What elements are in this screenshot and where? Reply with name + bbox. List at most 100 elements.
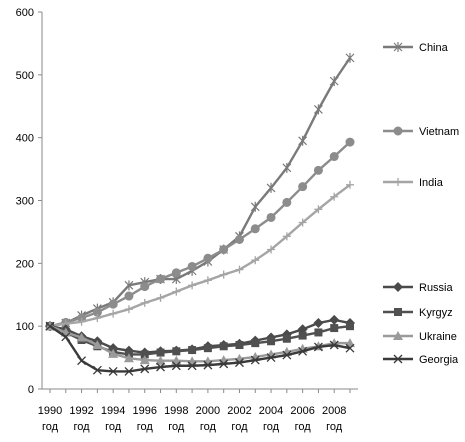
x-tick-label: 1990 [38,405,62,417]
data-point-ukraine [139,355,150,365]
data-point-vietnam [140,282,150,292]
data-point-georgia [313,342,323,352]
series-line-india [49,183,351,328]
data-point-kyrgyz [203,344,212,353]
x-tick-suffix: год [137,421,154,433]
y-tick-label: 500 [16,70,34,82]
data-point-kyrgyz [346,322,354,331]
x-tick-suffix: год [200,421,217,433]
data-point-vietnam [156,274,166,284]
data-point-ukraine [76,332,87,342]
data-point-georgia [45,321,55,331]
x-tick-label: 1996 [132,405,156,417]
y-tick-label: 400 [16,133,34,145]
x-tick-label: 2000 [196,405,220,417]
data-point-georgia [77,356,87,366]
data-point-vietnam [219,245,229,255]
data-point-india [77,317,86,326]
data-point-kyrgyz [330,324,339,333]
x-tick-suffix: год [42,421,59,433]
data-point-china [266,182,276,193]
data-point-georgia [140,364,150,374]
series-line-georgia [49,325,351,373]
legend-marker-kyrgyz [394,308,402,316]
legend-label-india: India [419,177,444,189]
data-point-georgia [282,350,292,360]
data-point-china [313,104,323,115]
data-point-india [282,232,291,241]
x-tick-label: 2004 [259,405,283,417]
legend-marker-russia [393,282,403,292]
data-point-china [298,135,308,146]
data-point-georgia [219,359,229,369]
legend-marker-china [393,42,403,52]
y-tick-label: 600 [16,7,34,19]
x-tick-label: 2006 [290,405,314,417]
legend-label-china: China [419,42,449,54]
data-point-india [267,245,276,254]
x-tick-suffix: год [168,421,185,433]
data-point-india [330,192,339,201]
data-point-georgia [108,366,118,376]
data-point-georgia [235,358,244,368]
x-tick-suffix: год [295,421,312,433]
data-point-georgia [266,353,276,363]
y-tick-label: 100 [16,321,34,333]
series-line-vietnam [49,141,351,328]
data-point-kyrgyz [235,341,244,350]
x-tick-label: 1994 [101,405,125,417]
data-point-georgia [345,343,355,353]
y-tick-label: 300 [16,196,34,208]
data-point-india [346,180,354,189]
data-point-georgia [203,360,213,370]
data-point-ukraine [155,355,166,365]
data-point-india [203,276,212,285]
data-point-kyrgyz [267,337,276,346]
data-point-georgia [92,365,102,375]
data-point-kyrgyz [156,348,165,357]
data-point-kyrgyz [314,328,323,337]
data-point-georgia [187,361,197,371]
data-point-vietnam [250,224,260,234]
data-point-kyrgyz [172,347,181,356]
data-point-vietnam [92,307,102,317]
data-point-russia [329,314,340,325]
x-tick-suffix: год [105,421,122,433]
data-point-georgia [156,362,165,372]
data-point-vietnam [329,152,339,162]
data-point-georgia [171,361,181,371]
legend-label-georgia: Georgia [419,354,459,366]
data-point-georgia [61,332,71,342]
data-point-kyrgyz [219,342,228,351]
data-point-india [188,281,197,290]
data-point-georgia [124,366,134,376]
legend-marker-georgia [393,354,403,364]
x-tick-suffix: год [326,421,343,433]
data-point-kyrgyz [282,334,291,343]
data-point-china [124,280,134,291]
data-point-georgia [250,355,260,365]
legend-marker-india [394,178,402,186]
data-point-india [140,298,149,307]
legend-label-ukraine: Ukraine [419,331,457,343]
data-point-india [251,256,260,265]
x-tick-suffix: год [263,421,280,433]
data-point-vietnam [203,253,213,263]
data-point-vietnam [345,137,355,147]
data-point-vietnam [298,182,308,192]
data-point-india [219,270,228,279]
data-point-vietnam [108,299,118,309]
x-tick-label: 1998 [164,405,188,417]
legend-marker-ukraine [393,331,403,340]
data-point-india [156,293,165,302]
data-point-india [93,313,102,322]
x-tick-label: 1992 [69,405,93,417]
data-point-vietnam [266,212,276,222]
data-point-vietnam [187,261,197,271]
x-tick-suffix: год [74,421,91,433]
legend-label-russia: Russia [419,282,454,294]
data-point-ukraine [123,353,134,363]
x-tick-label: 2008 [322,405,346,417]
data-point-ukraine [108,348,119,358]
